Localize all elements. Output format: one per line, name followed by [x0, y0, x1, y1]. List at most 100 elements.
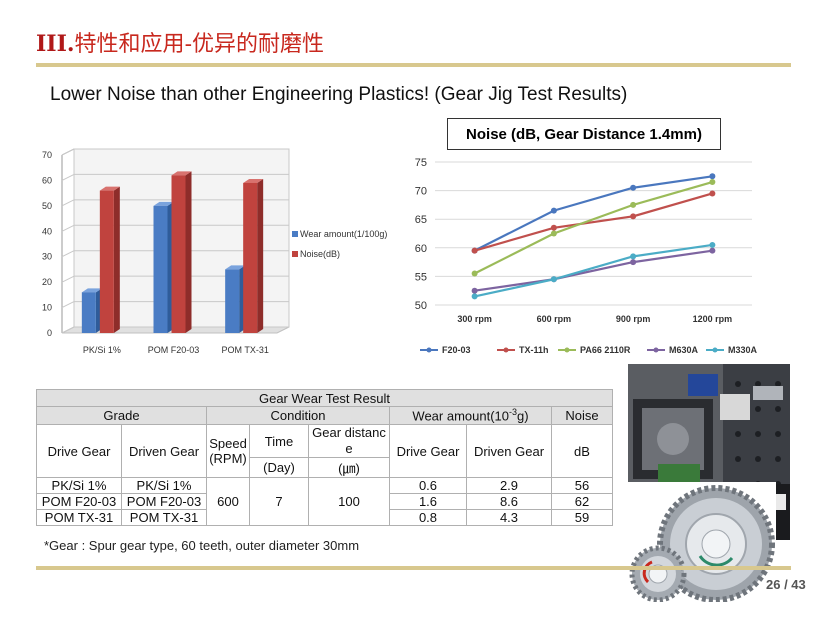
data-point: [709, 179, 716, 186]
y-tick-label: 75: [415, 157, 427, 169]
legend-marker: [653, 347, 659, 353]
table-group-header-row: Grade Condition Wear amount(10-3g) Noise: [36, 406, 613, 425]
header-driven-gear: Driven Gear: [121, 424, 207, 478]
y-tick-label: 50: [42, 201, 52, 211]
unit-micrometer: (㎛): [308, 457, 390, 478]
cell-wear-drive: 1.6: [389, 493, 467, 510]
wear-exponent: -3: [509, 407, 518, 418]
legend-swatch: [292, 251, 298, 257]
spur-gear-illustration: [626, 482, 776, 602]
y-tick-label: 60: [415, 243, 427, 255]
data-point: [709, 190, 716, 197]
cell-wear-driven: 2.9: [466, 477, 552, 494]
data-point: [709, 247, 716, 254]
table-subheader-row: Drive Gear Driven Gear Speed (RPM) Time …: [36, 424, 613, 478]
cell-driven: POM F20-03: [121, 493, 207, 510]
data-point: [630, 259, 637, 266]
y-tick-label: 50: [415, 300, 427, 312]
y-tick-label: 20: [42, 277, 52, 287]
y-tick-label: 70: [415, 186, 427, 198]
legend-marker: [564, 347, 570, 353]
legend-label: M630A: [669, 345, 699, 355]
bar: [99, 190, 114, 333]
data-point: [471, 293, 478, 300]
page-number: 26 / 43: [766, 577, 806, 592]
bar-top: [225, 265, 246, 270]
data-point: [630, 201, 637, 208]
gridline-depth: [61, 224, 75, 232]
y-tick-label: 65: [415, 214, 427, 226]
title-roman-numeral: III.: [36, 31, 75, 57]
bar: [153, 205, 168, 333]
x-tick-label: 300 rpm: [457, 314, 492, 324]
cell-wear-drive: 0.8: [389, 509, 467, 526]
table-caption-row: Gear Wear Test Result: [36, 389, 613, 407]
data-point: [471, 270, 478, 277]
data-point: [550, 230, 557, 237]
x-tick-label: PK/Si 1%: [83, 345, 121, 355]
bar: [171, 175, 186, 333]
bar-side: [257, 178, 264, 333]
cell-wear-driven: 4.3: [466, 509, 552, 526]
bar-top: [171, 171, 192, 176]
bar: [243, 182, 258, 333]
header-condition: Condition: [206, 406, 390, 425]
title-part1: 特性和应用: [74, 32, 185, 57]
data-point: [709, 241, 716, 248]
bar-top: [243, 178, 264, 183]
cell-speed: 600: [206, 477, 250, 526]
x-tick-label: 900 rpm: [616, 314, 651, 324]
bar-top: [99, 186, 120, 191]
legend-swatch: [292, 231, 298, 237]
gridline-depth: [61, 199, 75, 207]
line-chart-title: Noise (dB, Gear Distance 1.4mm): [447, 118, 721, 150]
cell-driven: PK/Si 1%: [121, 477, 207, 494]
y-tick-label: 55: [415, 271, 427, 283]
data-point: [630, 253, 637, 260]
gridline-depth: [61, 326, 75, 334]
legend-label: Noise(dB): [300, 249, 340, 259]
footnote: *Gear : Spur gear type, 60 teeth, outer …: [44, 538, 360, 553]
data-point: [550, 207, 557, 214]
table-row: POM F20-03 POM F20-03 1.6 8.6 62: [36, 493, 613, 510]
bar-top: [81, 288, 102, 293]
cell-driven: POM TX-31: [121, 509, 207, 526]
wear-label: Wear amount(10: [412, 408, 509, 424]
y-tick-label: 10: [42, 303, 52, 313]
header-wear-driven: Driven Gear: [466, 424, 552, 478]
cell-noise: 59: [551, 509, 613, 526]
header-wear-amount: Wear amount(10-3g): [389, 406, 552, 425]
gridline-depth: [61, 250, 75, 258]
legend-label: M330A: [728, 345, 758, 355]
series-line: [474, 249, 713, 292]
unit-day: (Day): [249, 457, 309, 478]
cell-drive: POM F20-03: [36, 493, 122, 510]
series-line: [474, 175, 713, 252]
cell-distance: 100: [308, 477, 390, 526]
header-db: dB: [551, 424, 613, 478]
footer-rule: [36, 566, 791, 570]
gridline-depth: [61, 275, 75, 283]
cell-noise: 56: [551, 477, 613, 494]
data-point: [471, 247, 478, 254]
data-point: [709, 173, 716, 180]
gridline-depth: [61, 148, 75, 156]
data-point: [471, 287, 478, 294]
series-line: [474, 180, 713, 275]
gear-wear-table: Gear Wear Test Result Grade Condition We…: [36, 389, 613, 526]
header-gear-distance: Gear distance: [308, 424, 390, 458]
header-time: Time: [249, 424, 309, 458]
cell-drive: PK/Si 1%: [36, 477, 122, 494]
bar-side: [113, 186, 120, 333]
legend-label: F20-03: [442, 345, 471, 355]
legend-marker: [426, 347, 432, 353]
header-wear-drive: Drive Gear: [389, 424, 467, 478]
slide-title: III.特性和应用-优异的耐磨性: [36, 26, 324, 58]
legend-label: TX-11h: [519, 345, 549, 355]
title-part2: 优异的耐磨性: [192, 32, 325, 57]
data-point: [630, 213, 637, 220]
table-row: PK/Si 1% PK/Si 1% 600 7 100 0.6 2.9 56: [36, 477, 613, 526]
legend-marker: [503, 347, 509, 353]
table-row: POM TX-31 POM TX-31 0.8 4.3 59: [36, 509, 613, 526]
noise-line-chart: 50 55 60 65 70 75 300 rpm 600 rpm 900 rpm 1200 rp…: [415, 157, 758, 355]
